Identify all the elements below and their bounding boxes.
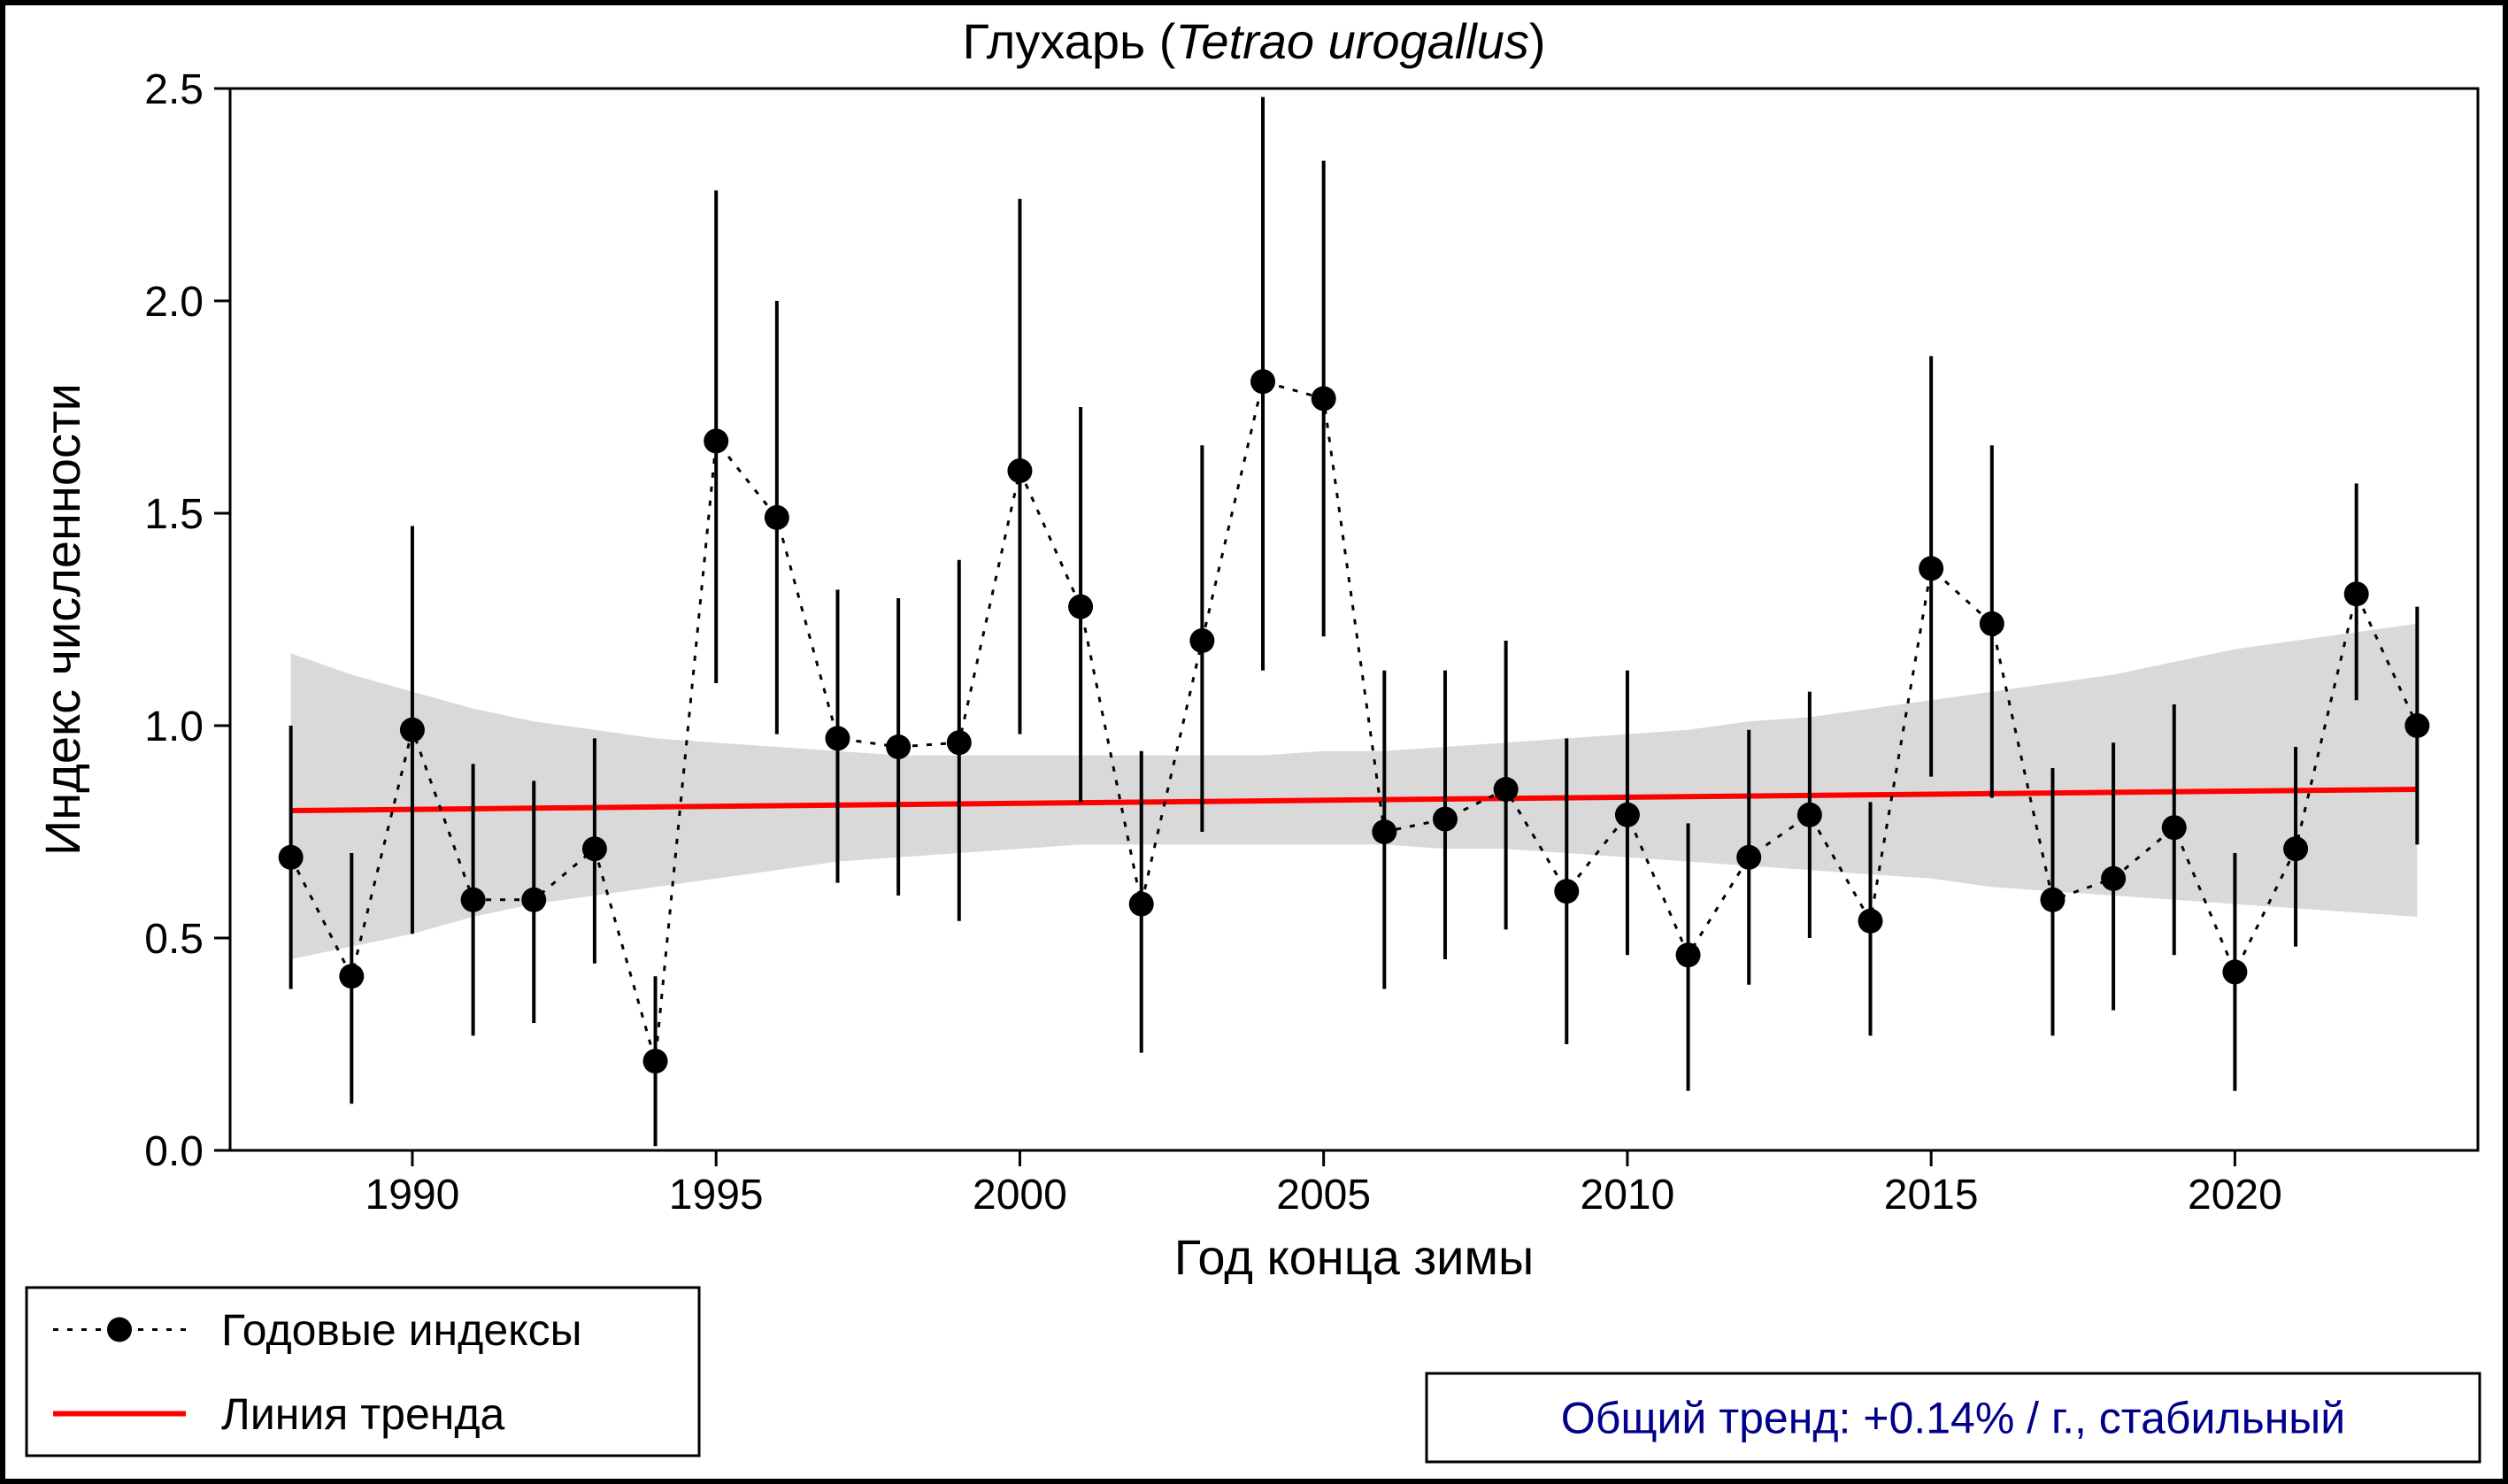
x-tick-label: 2010 (1581, 1172, 1675, 1219)
data-point (1312, 386, 1336, 411)
data-point (643, 1049, 668, 1073)
data-point (704, 428, 728, 453)
data-point (1372, 819, 1396, 844)
y-tick-label: 1.0 (144, 704, 204, 750)
data-point (582, 836, 607, 861)
data-point (1189, 628, 1214, 653)
y-tick-label: 2.0 (144, 279, 204, 326)
data-point (2404, 713, 2429, 738)
y-tick-label: 2.5 (144, 66, 204, 113)
trend-annotation-text: Общий тренд: +0.14% / г., стабильный (1561, 1394, 2345, 1443)
y-tick-label: 0.0 (144, 1128, 204, 1175)
data-point (1736, 845, 1761, 870)
chart-title: Глухарь (Tetrao urogallus) (962, 13, 1545, 69)
data-point (1797, 803, 1822, 827)
data-point (2222, 959, 2247, 984)
data-point (2162, 815, 2187, 840)
data-point (521, 888, 546, 912)
data-point (1433, 807, 1458, 832)
data-point (1554, 879, 1579, 903)
y-axis-label: Индекс численности (35, 383, 90, 856)
data-point (947, 730, 972, 755)
data-point (1129, 892, 1154, 917)
x-axis-label: Год конца зимы (1174, 1229, 1534, 1285)
data-point (765, 505, 789, 530)
data-point (279, 845, 304, 870)
y-tick-label: 0.5 (144, 916, 204, 963)
data-point (1858, 909, 1883, 934)
chart-svg: 1990 1995 2000 2005 2010 2015 2020 0.0 0.5 1.0 1.5… (0, 0, 2508, 1484)
x-tick-label: 2005 (1276, 1172, 1371, 1219)
data-point (1250, 369, 1275, 394)
legend-marker-icon (107, 1318, 132, 1342)
x-tick-label: 2000 (973, 1172, 1067, 1219)
y-tick-label: 1.5 (144, 491, 204, 538)
data-point (461, 888, 486, 912)
legend-label: Линия тренда (221, 1389, 505, 1439)
data-point (1919, 556, 1943, 581)
data-point (825, 726, 850, 750)
data-point (2283, 836, 2308, 861)
data-point (2101, 866, 2126, 891)
x-tick-label: 1995 (669, 1172, 764, 1219)
data-point (886, 734, 911, 759)
data-point (2040, 888, 2065, 912)
data-point (400, 718, 425, 742)
x-tick-label: 2015 (1884, 1172, 1979, 1219)
data-point (1980, 611, 2004, 636)
data-point (1007, 458, 1032, 483)
data-point (1676, 942, 1701, 967)
data-point (2344, 581, 2369, 606)
data-point (1615, 803, 1640, 827)
x-tick-label: 1990 (365, 1172, 460, 1219)
data-point (339, 964, 364, 988)
x-tick-label: 2020 (2188, 1172, 2282, 1219)
data-point (1068, 595, 1093, 619)
chart-container: 1990 1995 2000 2005 2010 2015 2020 0.0 0.5 1.0 1.5… (0, 0, 2508, 1484)
data-point (1494, 777, 1519, 802)
legend-label: Годовые индексы (221, 1305, 582, 1355)
